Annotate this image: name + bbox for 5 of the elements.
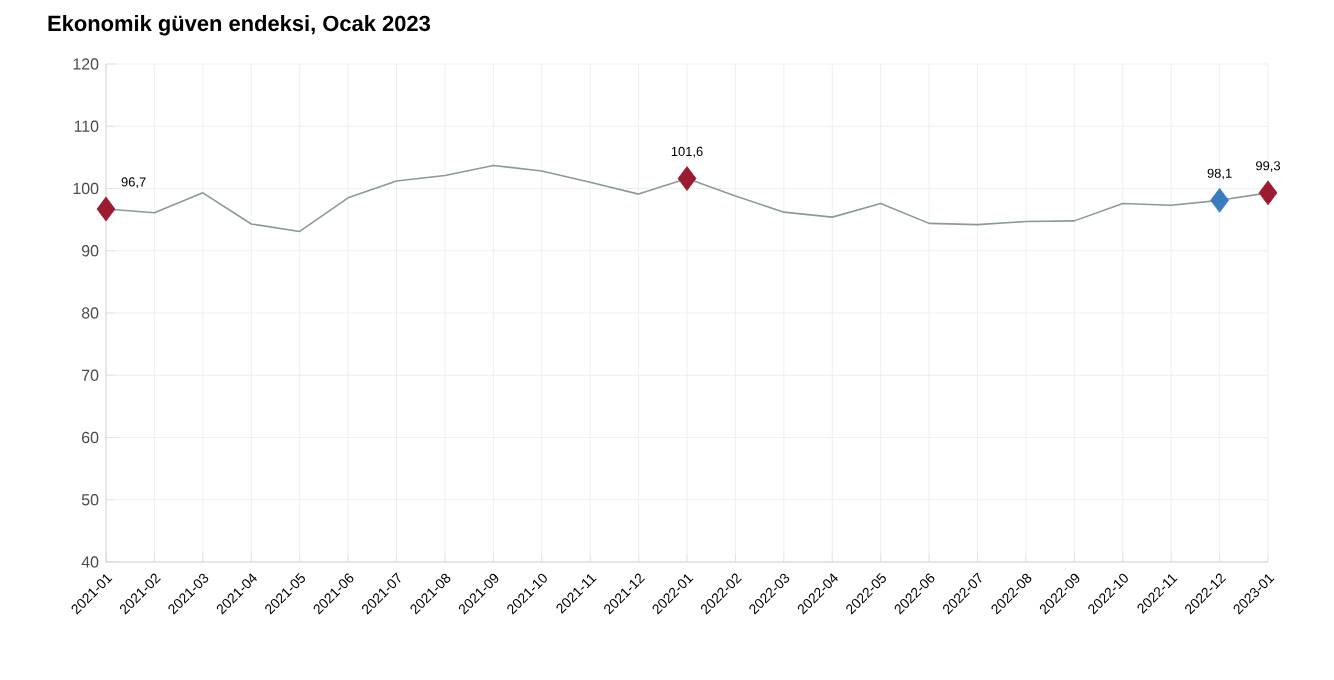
point [1210, 187, 1229, 213]
point [96, 196, 116, 222]
point [1258, 180, 1278, 206]
point [677, 166, 697, 191]
chart-title: Ekonomik güven endeksi, Ocak 2023 [48, 15, 430, 36]
